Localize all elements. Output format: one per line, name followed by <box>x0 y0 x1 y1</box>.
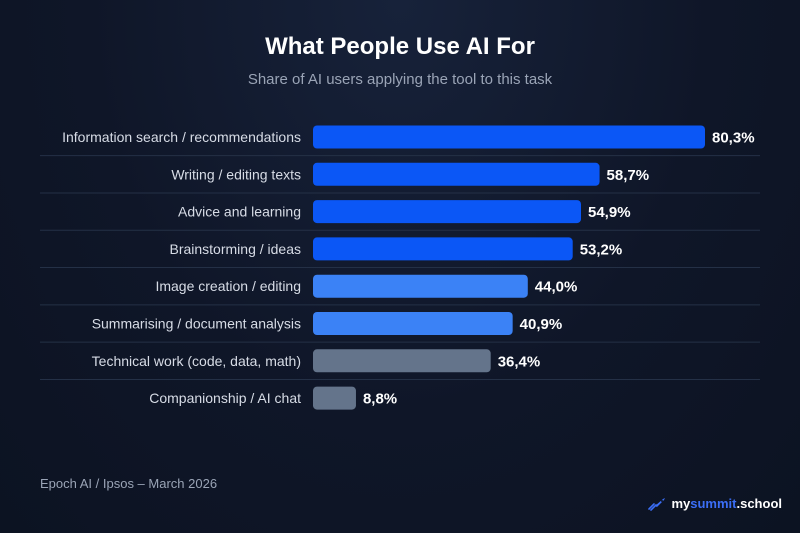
value-label: 44,0% <box>535 279 578 296</box>
bar <box>313 200 582 224</box>
brand-text-part1: my <box>671 496 691 511</box>
category-label: Advice and learning <box>178 204 301 220</box>
bar <box>313 312 513 335</box>
chart-subtitle: Share of AI users applying the tool to t… <box>247 71 553 88</box>
value-label: 54,9% <box>588 204 631 221</box>
brand-text-part3: .school <box>736 496 782 511</box>
bar <box>313 274 528 298</box>
rocket-icon <box>648 497 666 511</box>
bar <box>313 237 573 261</box>
category-label: Brainstorming / ideas <box>169 241 301 257</box>
category-label: Image creation / editing <box>155 278 301 294</box>
category-label: Companionship / AI chat <box>149 390 301 406</box>
brand-text-part2: summit <box>690 496 737 511</box>
category-label: Information search / recommendations <box>62 129 301 145</box>
category-label: Technical work (code, data, math) <box>92 353 301 369</box>
value-label: 8,8% <box>363 391 397 408</box>
chart-title: What People Use AI For <box>265 33 535 60</box>
bar <box>313 125 705 149</box>
category-label: Summarising / document analysis <box>92 316 301 332</box>
value-label: 36,4% <box>498 353 541 370</box>
value-label: 58,7% <box>607 167 650 184</box>
category-label: Writing / editing texts <box>171 166 301 182</box>
bar <box>313 162 600 186</box>
bar <box>313 349 491 373</box>
value-label: 53,2% <box>580 241 623 258</box>
value-label: 80,3% <box>712 130 755 147</box>
source-note: Epoch AI / Ipsos – March 2026 <box>40 476 218 491</box>
value-label: 40,9% <box>520 316 563 333</box>
brand-logo: my summit .school <box>647 496 782 511</box>
bar <box>313 386 356 410</box>
